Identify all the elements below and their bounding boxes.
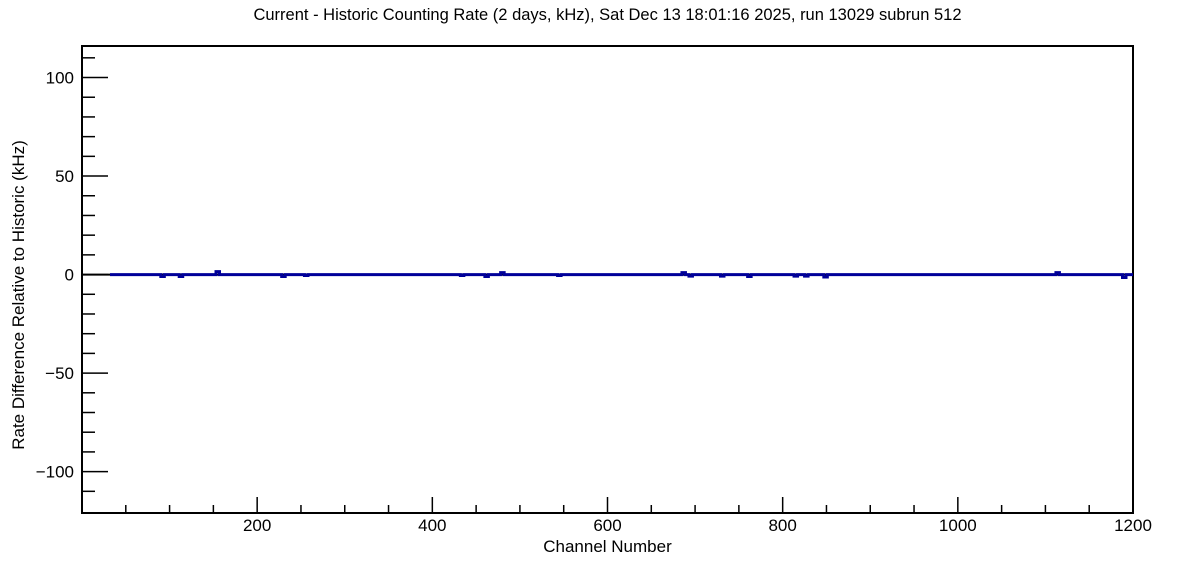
y-tick-label: 100 bbox=[46, 69, 74, 88]
x-axis-title: Channel Number bbox=[543, 537, 672, 556]
plot-frame bbox=[81, 45, 1134, 514]
y-tick-label: −50 bbox=[45, 364, 74, 383]
x-tick-label: 400 bbox=[418, 516, 446, 535]
x-tick-label: 800 bbox=[768, 516, 796, 535]
y-tick-label: 50 bbox=[55, 167, 74, 186]
x-tick-label: 200 bbox=[243, 516, 271, 535]
y-tick-label: 0 bbox=[65, 266, 74, 285]
chart-title: Current - Historic Counting Rate (2 days… bbox=[253, 6, 962, 24]
x-tick-label: 1000 bbox=[939, 516, 977, 535]
x-tick-label: 1200 bbox=[1114, 516, 1152, 535]
y-tick-label: −100 bbox=[36, 463, 74, 482]
x-tick-label: 600 bbox=[593, 516, 621, 535]
rate-difference-line bbox=[110, 270, 1133, 280]
